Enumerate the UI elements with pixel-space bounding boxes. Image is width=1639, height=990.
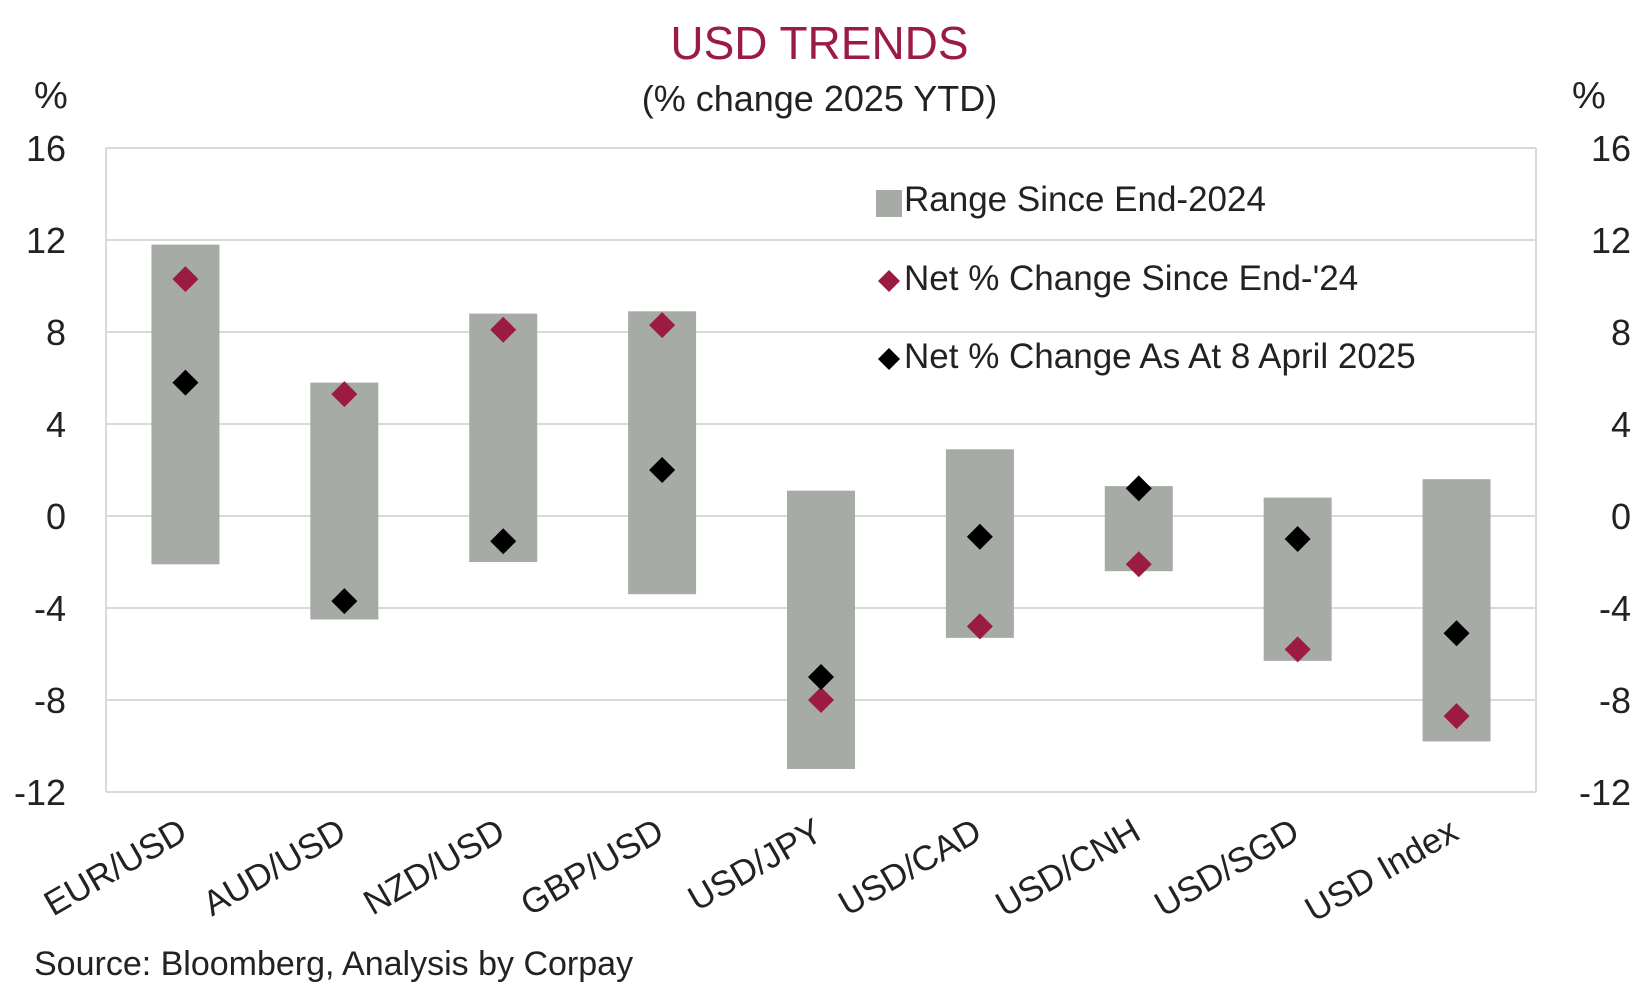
legend-marker-range: [876, 190, 902, 217]
right-axis-unit-label: %: [1572, 75, 1606, 117]
y-tick-label-right: -12: [1579, 772, 1631, 813]
x-category-label: USD/JPY: [681, 811, 829, 919]
net-change-end-24-point: [331, 381, 358, 408]
net-change-8-april-point: [490, 528, 517, 555]
net-change-end-24-point: [1443, 703, 1470, 730]
y-tick-label-right: 4: [1611, 404, 1631, 445]
y-tick-label-left: -4: [34, 588, 66, 629]
x-category-label: USD/CNH: [989, 811, 1147, 925]
net-change-end-24-point: [490, 316, 517, 343]
net-change-end-24-point: [1125, 551, 1152, 578]
range-bar: [151, 244, 220, 565]
net-change-end-24-point: [172, 266, 199, 293]
net-change-8-april-point: [172, 369, 199, 396]
range-bar: [310, 382, 379, 620]
y-tick-label-left: 8: [46, 312, 66, 353]
range-bar: [1422, 479, 1491, 742]
net-change-end-24-point: [808, 687, 834, 713]
chart-subtitle: (% change 2025 YTD): [641, 78, 998, 119]
net-change-8-april-point: [331, 588, 358, 615]
y-tick-label-right: -4: [1599, 588, 1631, 629]
net-change-8-april-point: [1443, 620, 1470, 647]
x-category-label: NZD/USD: [357, 811, 511, 923]
legend-marker-net-change-end-24: [878, 270, 900, 292]
net-change-8-april-point: [649, 457, 676, 483]
y-tick-label-right: 0: [1611, 496, 1631, 537]
y-tick-label-left: -12: [14, 772, 66, 813]
y-tick-label-right: 12: [1591, 220, 1631, 261]
y-tick-label-left: 12: [26, 220, 66, 261]
source-note: Source: Bloomberg, Analysis by Corpay: [34, 945, 634, 983]
net-change-8-april-point: [1284, 526, 1311, 552]
net-change-end-24-point: [649, 312, 676, 339]
y-tick-label-left: 16: [26, 128, 66, 169]
legend-label-net-change-8-april: Net % Change As At 8 April 2025: [904, 337, 1416, 376]
chart-title: USD TRENDS: [670, 17, 969, 69]
range-bar: [787, 490, 855, 769]
legend-label-range: Range Since End-2024: [904, 180, 1266, 219]
y-tick-label-right: -8: [1599, 680, 1631, 721]
net-change-8-april-point: [1125, 475, 1152, 502]
x-category-label: USD Index: [1298, 811, 1464, 930]
y-tick-label-left: 4: [46, 404, 66, 445]
net-change-end-24-point: [1284, 636, 1311, 663]
x-category-label: GBP/USD: [514, 811, 670, 924]
range-bar: [628, 311, 697, 595]
net-change-8-april-point: [966, 523, 993, 550]
range-bar: [1263, 497, 1332, 661]
y-tick-label-right: 8: [1611, 312, 1631, 353]
x-category-label: EUR/USD: [38, 811, 194, 924]
left-axis-unit-label: %: [34, 75, 68, 117]
y-tick-label-left: 0: [46, 496, 66, 537]
legend-label-net-change-end-24: Net % Change Since End-'24: [904, 259, 1359, 298]
net-change-8-april-point: [808, 664, 834, 690]
x-category-label: USD/CAD: [832, 811, 988, 924]
legend-marker-net-change-8-april: [878, 348, 900, 370]
x-category-label: AUD/USD: [196, 811, 352, 924]
range-bar: [469, 313, 538, 562]
y-tick-label-left: -8: [34, 680, 66, 721]
x-category-label: USD/SGD: [1148, 811, 1306, 925]
y-tick-label-right: 16: [1591, 128, 1631, 169]
net-change-end-24-point: [966, 613, 993, 640]
